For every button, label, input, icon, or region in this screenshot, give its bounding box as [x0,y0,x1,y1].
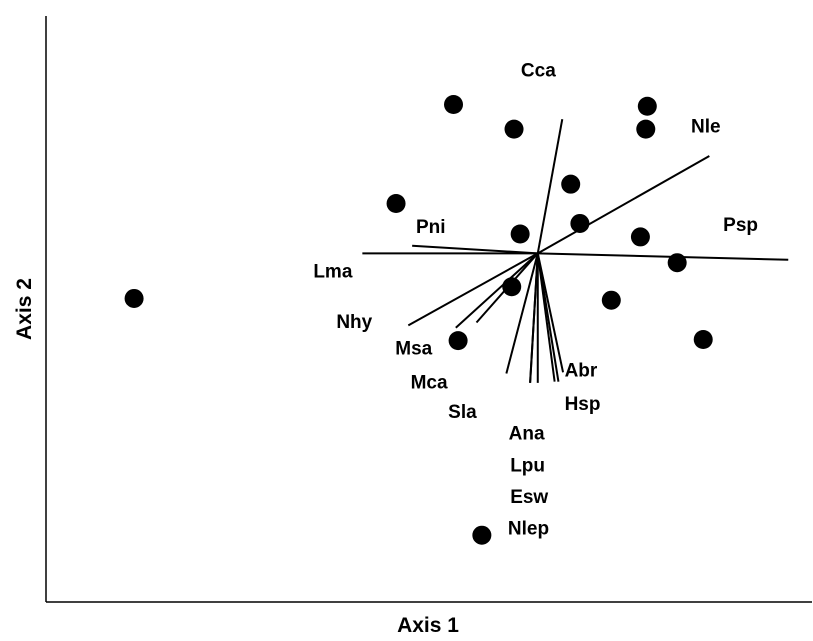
site-point-6 [561,174,581,194]
site-point-9 [510,224,530,244]
site-point-11 [667,253,687,273]
site-point-7 [386,194,406,214]
site-point-12 [502,277,522,297]
species-vectors [362,118,789,383]
species-vector-nhy [407,252,539,327]
species-label-nhy: Nhy [336,312,372,333]
species-label-sla: Sla [448,402,477,423]
site-point-3 [504,119,524,139]
species-label-psp: Psp [723,215,758,236]
site-point-4 [637,96,657,116]
site-point-15 [448,331,468,351]
site-point-13 [601,290,621,310]
site-point-8 [570,213,590,233]
species-vector-sla [505,253,539,374]
species-label-nlep: Nlep [508,519,549,540]
species-vector-abr [536,253,565,373]
site-point-5 [636,119,656,139]
species-vector-cca [536,118,564,254]
species-label-hsp: Hsp [565,394,601,415]
species-label-cca: Cca [521,60,556,81]
species-labels: Cca Nle Psp Pni Lma Nhy Msa Mca Abr Sla Hsp Ana Lpu E… [313,60,758,539]
species-label-pni: Pni [416,217,446,238]
site-point-2 [444,94,464,114]
y-axis-label: Axis 2 [13,278,36,340]
species-label-msa: Msa [395,339,432,360]
species-vector-hsp [536,253,556,382]
x-axis-label: Axis 1 [397,614,459,637]
site-points [124,94,713,545]
species-label-lma: Lma [313,261,353,282]
site-point-14 [693,329,713,349]
species-label-abr: Abr [565,360,598,381]
species-label-lpu: Lpu [510,455,545,476]
species-label-mca: Mca [411,373,448,394]
species-label-nle: Nle [691,117,721,138]
species-label-ana: Ana [509,424,545,445]
species-vector-nlep [529,253,539,383]
species-vector-pni [412,244,538,255]
species-vector-nle [537,155,710,255]
species-vector-psp [537,252,789,261]
site-point-10 [630,227,650,247]
site-point-1 [124,288,144,308]
species-vector-msa [455,252,539,329]
species-label-esw: Esw [510,487,548,508]
site-point-16 [472,525,492,545]
